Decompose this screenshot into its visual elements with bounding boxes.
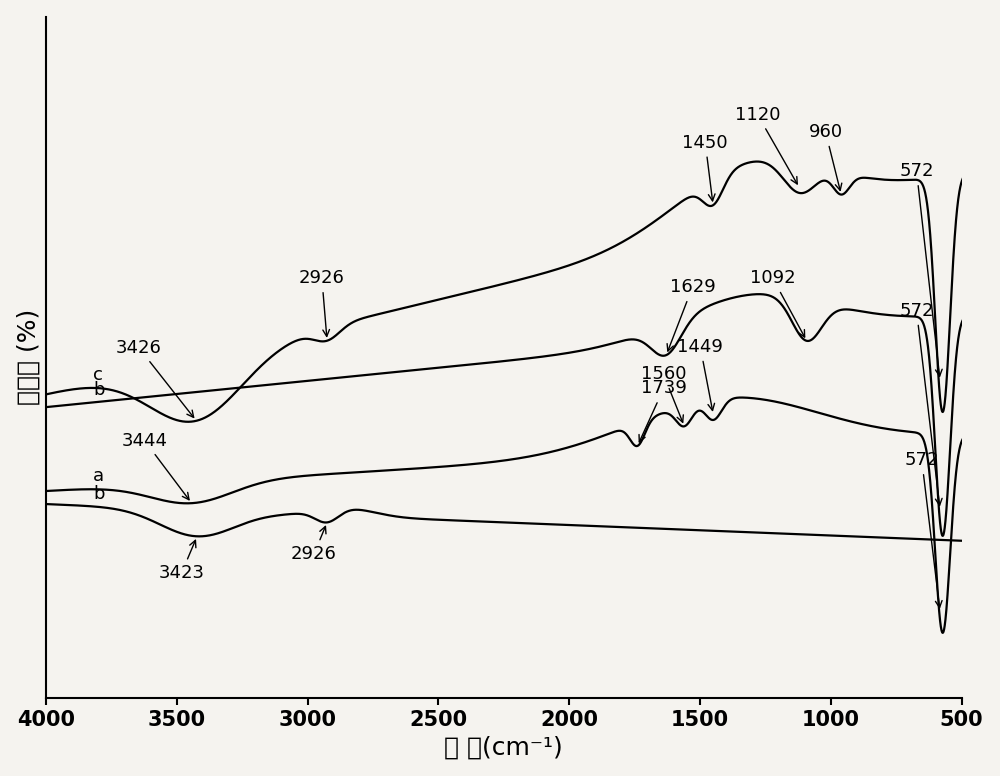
Y-axis label: 透过率 (%): 透过率 (%) [17,309,41,405]
Text: 1739: 1739 [639,379,687,442]
Text: 2926: 2926 [291,526,337,563]
Text: a: a [93,467,104,486]
Text: 3423: 3423 [158,540,204,582]
Text: 3444: 3444 [122,431,189,500]
Text: 1120: 1120 [735,106,797,184]
Text: b: b [93,380,105,399]
Text: 1450: 1450 [682,133,728,201]
Text: b: b [93,484,105,503]
Text: 572: 572 [905,451,942,608]
Text: 1629: 1629 [667,279,715,351]
Text: 1092: 1092 [750,269,805,337]
Text: 1560: 1560 [641,365,686,422]
Text: 572: 572 [899,302,942,505]
Text: 960: 960 [808,123,843,190]
Text: 572: 572 [899,162,942,376]
Text: 1449: 1449 [677,338,723,411]
Text: 3426: 3426 [116,338,194,417]
X-axis label: 波 数(cm⁻¹): 波 数(cm⁻¹) [444,736,563,760]
Text: 2926: 2926 [299,269,345,337]
Text: c: c [93,366,103,384]
